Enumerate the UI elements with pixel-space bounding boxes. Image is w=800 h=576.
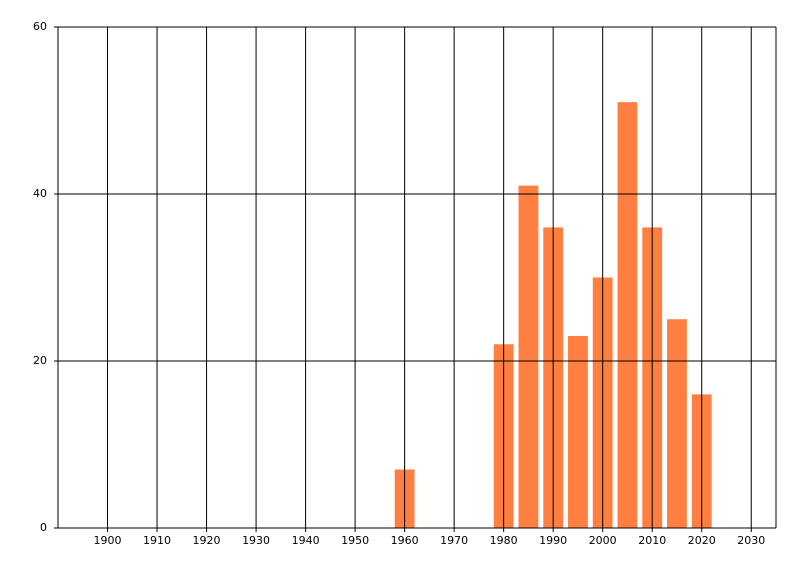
bar bbox=[617, 102, 638, 529]
bar bbox=[667, 319, 687, 528]
y-tick-label: 60 bbox=[33, 20, 47, 33]
x-tick-label: 1900 bbox=[94, 534, 122, 547]
bar bbox=[568, 335, 588, 528]
y-tick-label: 20 bbox=[33, 354, 47, 367]
y-tick-label: 0 bbox=[40, 521, 47, 534]
x-tick-label: 1920 bbox=[193, 534, 221, 547]
x-tick-label: 2020 bbox=[688, 534, 716, 547]
x-tick-label: 1970 bbox=[440, 534, 468, 547]
x-tick-label: 1910 bbox=[143, 534, 171, 547]
x-tick-label: 1940 bbox=[292, 534, 320, 547]
x-tick-label: 2030 bbox=[737, 534, 765, 547]
x-tick-label: 2000 bbox=[589, 534, 617, 547]
x-tick-label: 1990 bbox=[539, 534, 567, 547]
x-tick-label: 2010 bbox=[638, 534, 666, 547]
x-tick-label: 1960 bbox=[391, 534, 419, 547]
x-tick-label: 1930 bbox=[242, 534, 270, 547]
x-tick-label: 1950 bbox=[341, 534, 369, 547]
y-tick-label: 40 bbox=[33, 187, 47, 200]
bar bbox=[518, 185, 539, 528]
x-tick-label: 1980 bbox=[490, 534, 518, 547]
